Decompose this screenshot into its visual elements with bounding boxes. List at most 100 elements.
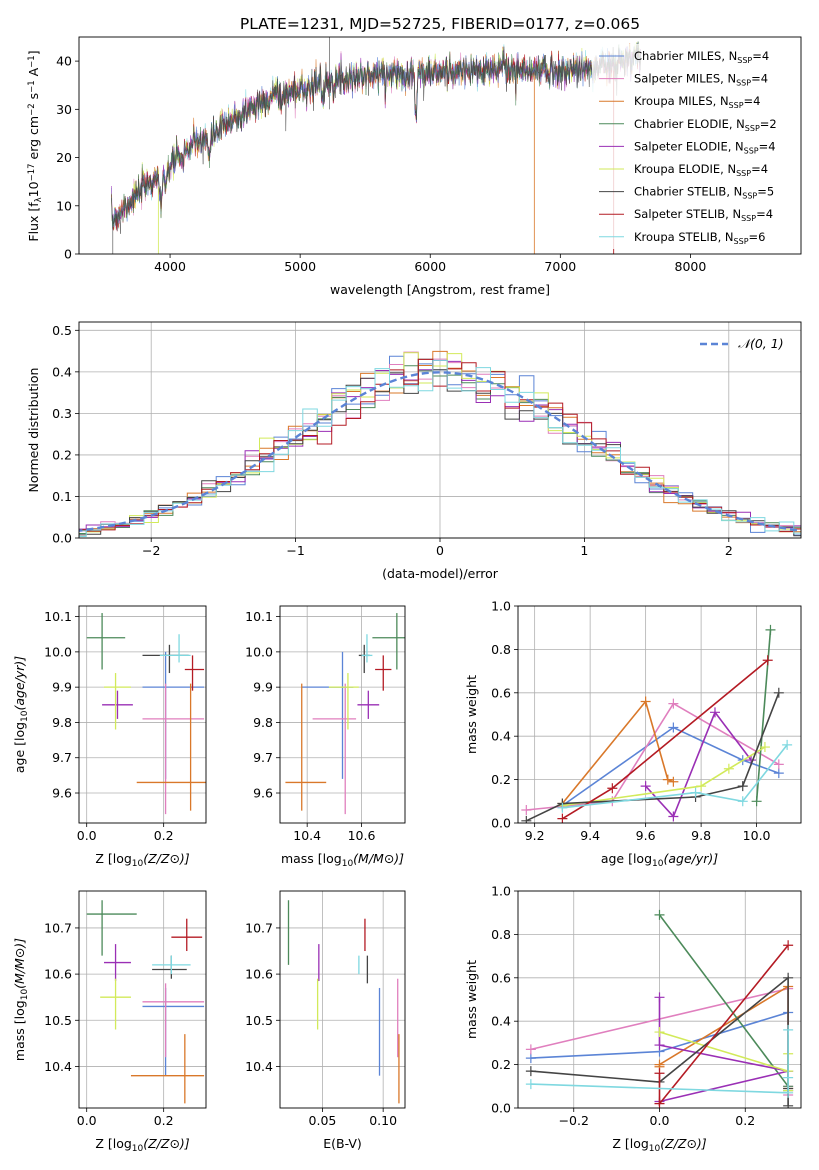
y-tick-label: 0 <box>64 247 72 262</box>
series-chab_elodie <box>751 624 776 807</box>
y-axis-label: Normed distribution <box>26 368 41 493</box>
axes-mass_vs_z: 0.0 0.2 10.4 10.5 10.6 10.7 Z [log10(Z/Z⊙)] mas… <box>12 890 207 1154</box>
y-tick-label: 0.5 <box>52 323 72 338</box>
ticks-age_vs_z: 0.0 0.2 9.6 9.7 9.8 9.9 10.0 10.1 <box>44 609 173 843</box>
ticks-weight_vs_age: 9.2 9.4 9.6 9.8 10.0 0.0 0.2 0.4 0.6 0.8 1.0 <box>491 599 770 844</box>
series-salp_stelib <box>654 940 794 1108</box>
y-tick-label: 9.7 <box>52 750 72 765</box>
y-tick-label: 0.0 <box>491 1101 511 1116</box>
y-tick-label: 10 <box>56 198 72 213</box>
legend-box <box>592 44 792 249</box>
x-tick-label: −1 <box>286 543 304 558</box>
y-axis-label: mass weight <box>464 960 479 1039</box>
x-tick-label: −0.2 <box>559 1113 589 1128</box>
series-line-chab_elodie <box>658 914 789 1087</box>
errorbar-salp_stelib <box>375 655 392 691</box>
axes-frame-mass_vs_ebv <box>279 890 406 1109</box>
series-point-krou_stelib <box>783 1072 794 1083</box>
x-tick-label: 10.4 <box>293 828 321 843</box>
x-tick-label: 9.2 <box>525 828 545 843</box>
series-point-salp_stelib <box>607 783 618 794</box>
y-tick-label: 10.7 <box>245 920 273 935</box>
series-point-salp_elodie <box>654 1040 665 1051</box>
legend-label-salp_elodie: Salpeter ELODIE, NSSP=4 <box>634 139 776 155</box>
series-point-chab_stelib <box>525 1066 536 1077</box>
errorbar-krou_stelib <box>159 634 191 663</box>
plot-area-age_vs_z <box>86 613 206 815</box>
y-tick-label: 10.6 <box>44 967 72 982</box>
y-tick-label: 9.6 <box>52 786 72 801</box>
y-tick-label: 0.8 <box>491 642 511 657</box>
plot-area-age_vs_mass <box>285 613 405 815</box>
series-krou_stelib <box>525 1024 794 1098</box>
legend-label-chab_stelib: Chabrier STELIB, NSSP=5 <box>634 185 774 201</box>
series-point-salp_elodie <box>640 781 651 792</box>
series-point-krou_stelib <box>782 739 793 750</box>
series-point-chab_miles <box>668 722 679 733</box>
series-line-krou_stelib <box>530 1029 789 1094</box>
errorbar-salp_elodie <box>104 944 131 982</box>
errorbar-krou_elodie <box>104 673 131 730</box>
y-axis-label: mass [log10(M/M⊙)] <box>12 938 30 1061</box>
y-tick-label: 40 <box>56 54 72 69</box>
series-point-salp_elodie <box>668 811 679 822</box>
errorbar-krou_stelib <box>152 955 191 975</box>
series-point-krou_elodie <box>696 781 707 792</box>
y-axis-label: mass weight <box>464 675 479 754</box>
series-salp_elodie <box>640 707 757 822</box>
errorbar-krou_elodie <box>100 978 131 1030</box>
errorbar-krou_miles <box>285 683 327 811</box>
series-point-salp_miles <box>773 759 784 770</box>
y-tick-label: 9.7 <box>253 750 273 765</box>
y-tick-label: 0.6 <box>491 970 511 985</box>
series-point-chab_miles <box>525 1053 536 1064</box>
series-line-krou_stelib <box>562 744 788 809</box>
y-tick-label: 1.0 <box>491 884 511 899</box>
ticks-age_vs_mass: 10.4 10.6 9.6 9.7 9.8 9.9 10.0 10.1 <box>245 609 375 843</box>
ticks-weight_vs_z: −0.2 0.0 0.2 0.0 0.2 0.4 0.6 0.8 1.0 <box>491 884 755 1129</box>
normal-curve <box>79 371 801 532</box>
x-tick-label: 9.4 <box>580 828 600 843</box>
errorbar-salp_miles <box>312 683 357 815</box>
x-tick-label: 6000 <box>414 259 446 274</box>
axes-frame-mass_vs_z <box>78 890 207 1109</box>
legend-label-salp_stelib: Salpeter STELIB, NSSP=4 <box>634 207 773 223</box>
y-tick-label: 9.8 <box>52 715 72 730</box>
y-tick-label: 10.4 <box>245 1059 273 1074</box>
legend-label-salp_miles: Salpeter MILES, NSSP=4 <box>634 72 768 88</box>
series-point-krou_miles <box>668 776 679 787</box>
y-tick-label: 0.1 <box>52 489 72 504</box>
y-tick-label: 0.8 <box>491 927 511 942</box>
series-line-krou_miles <box>561 699 674 805</box>
spectrum-legend: Chabrier MILES, NSSP=4 Salpeter MILES, NS… <box>592 44 792 249</box>
y-tick-label: 0.3 <box>52 406 72 421</box>
x-axis-label: age [log10(age/yr)] <box>601 851 718 869</box>
series-point-chab_stelib <box>737 781 748 792</box>
series-chab_stelib <box>521 687 784 823</box>
x-tick-label: 5000 <box>284 259 316 274</box>
y-tick-label: 9.9 <box>253 680 273 695</box>
y-tick-label: 10.1 <box>245 609 273 624</box>
errorbar-salp_stelib <box>184 655 205 691</box>
y-tick-label: 9.8 <box>253 715 273 730</box>
y-tick-label: 0.0 <box>491 816 511 831</box>
series-point-krou_miles <box>640 696 651 707</box>
x-tick-label: 9.6 <box>636 828 656 843</box>
y-tick-label: 10.5 <box>44 1013 72 1028</box>
series-point-krou_elodie <box>654 1027 665 1038</box>
y-tick-label: 0.4 <box>52 364 72 379</box>
series-point-chab_stelib <box>773 687 784 698</box>
ticks-mass_vs_z: 0.0 0.2 10.4 10.5 10.6 10.7 <box>44 920 173 1128</box>
y-tick-label: 20 <box>56 150 72 165</box>
errorbar-salp_elodie <box>357 690 380 719</box>
series-line-salp_elodie <box>658 997 789 1103</box>
x-tick-label: −2 <box>142 543 160 558</box>
series-point-salp_miles <box>668 698 679 709</box>
series-point-salp_miles <box>521 804 532 815</box>
x-axis-label: wavelength [Angstrom, rest frame] <box>330 282 550 297</box>
series-point-krou_stelib <box>525 1079 536 1090</box>
series-krou_stelib <box>557 739 793 813</box>
x-tick-label: 9.8 <box>691 828 711 843</box>
histogram-krou_stelib <box>79 359 801 537</box>
